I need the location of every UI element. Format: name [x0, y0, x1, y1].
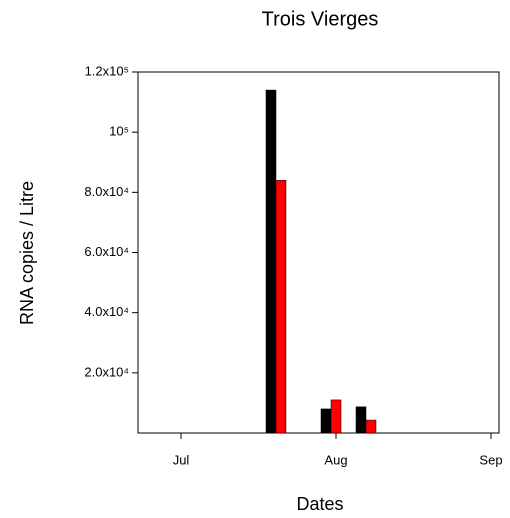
bar	[265, 89, 277, 434]
bar	[275, 180, 287, 434]
x-tick-label: Jul	[173, 452, 190, 467]
y-tick-label: 10⁵	[109, 124, 129, 139]
x-axis-label: Dates	[296, 494, 343, 514]
y-tick-label: 4.0x10⁴	[84, 304, 129, 319]
x-tick-label: Sep	[479, 452, 502, 467]
y-tick-label: 1.2x10⁵	[85, 63, 129, 78]
y-tick-label: 8.0x10⁴	[84, 184, 129, 199]
y-axis-label: RNA copies / Litre	[17, 181, 37, 325]
bar	[355, 406, 367, 434]
x-tick-label: Aug	[324, 452, 347, 467]
chart-title: Trois Vierges	[262, 8, 379, 30]
y-tick-label: 2.0x10⁴	[84, 364, 129, 379]
bar	[320, 408, 332, 434]
plot-frame	[137, 71, 500, 434]
bar	[365, 419, 377, 434]
y-tick-label: 6.0x10⁴	[84, 244, 129, 259]
bar	[330, 399, 342, 434]
